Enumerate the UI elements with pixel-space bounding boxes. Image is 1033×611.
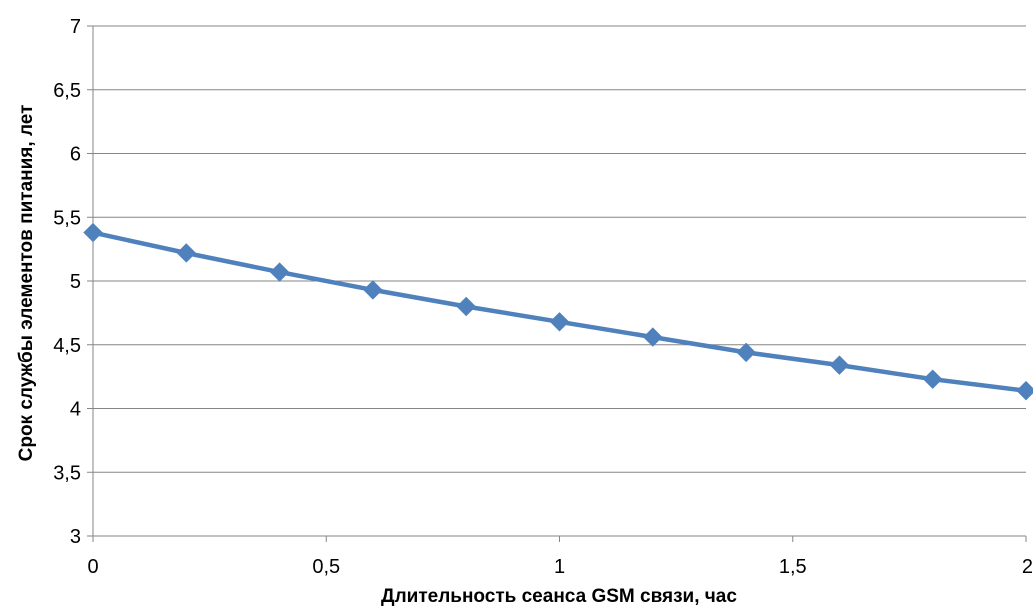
x-axis-title: Длительность сеанса GSM связи, час [381,586,737,606]
data-point-marker [456,296,476,317]
data-markers [83,222,1033,401]
x-tick-label: 2 [1022,556,1033,578]
y-tick-label: 6 [70,144,81,166]
x-tick-label: 0,5 [312,556,340,578]
y-tick-label: 4,5 [53,335,81,357]
data-point-marker [83,222,103,243]
y-tick-label: 3 [70,526,81,548]
data-series [90,230,1029,393]
y-tick-labels: 3 3,5 4 4,5 5 5,5 6 6,5 7 [53,16,81,548]
data-point-marker [549,312,570,332]
data-point-marker [176,243,197,263]
data-point-marker [922,369,943,389]
data-point-marker [363,280,383,300]
data-point-marker [1016,380,1033,401]
data-point-marker [736,342,756,363]
x-tick-label: 0 [87,556,98,578]
y-tick-label: 5 [70,271,81,293]
data-point-marker [829,355,850,375]
y-tick-label: 4 [70,399,81,421]
y-tick-label: 6,5 [53,80,81,102]
axes [87,25,1027,542]
data-point-marker [643,327,663,347]
y-tick-label: 3,5 [53,462,81,484]
y-tick-label: 5,5 [53,207,81,229]
data-point-marker [269,262,290,282]
x-tick-label: 1,5 [779,556,807,578]
y-tick-label: 7 [70,16,81,38]
y-axis-title: Срок службы элементов питания, лет [16,105,37,462]
x-tick-label: 1 [554,556,565,578]
gridlines [93,25,1026,473]
series-line [90,230,1029,393]
x-tick-labels: 0 0,5 1 1,5 2 [87,556,1033,578]
